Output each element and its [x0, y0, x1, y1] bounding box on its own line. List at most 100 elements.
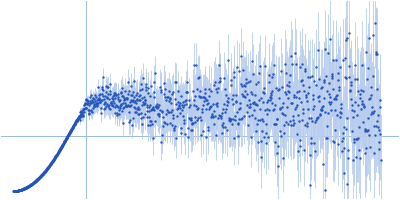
Point [18, 188, 25, 191]
Point [156, 114, 162, 118]
Point [136, 95, 142, 98]
Point [226, 117, 232, 120]
Point [252, 102, 258, 106]
Point [280, 101, 286, 105]
Point [98, 106, 104, 110]
Point [248, 136, 254, 139]
Point [110, 104, 117, 108]
Point [141, 102, 147, 105]
Point [38, 173, 45, 177]
Point [94, 86, 101, 89]
Point [373, 51, 379, 54]
Point [62, 139, 68, 143]
Point [41, 170, 48, 174]
Point [317, 112, 323, 115]
Point [335, 71, 341, 74]
Point [32, 179, 39, 183]
Point [184, 90, 191, 93]
Point [37, 175, 43, 178]
Point [136, 107, 142, 110]
Point [21, 187, 27, 190]
Point [72, 120, 79, 123]
Point [368, 112, 374, 116]
Point [20, 187, 26, 191]
Point [187, 103, 193, 106]
Point [95, 97, 101, 100]
Point [16, 189, 22, 192]
Point [354, 137, 360, 140]
Point [222, 125, 228, 129]
Point [168, 124, 175, 127]
Point [211, 123, 217, 126]
Point [156, 108, 163, 112]
Point [28, 183, 34, 186]
Point [93, 103, 100, 106]
Point [28, 183, 35, 186]
Point [348, 98, 354, 101]
Point [275, 88, 282, 91]
Point [342, 76, 348, 79]
Point [325, 112, 331, 115]
Point [53, 154, 59, 157]
Point [65, 134, 71, 137]
Point [219, 132, 225, 135]
Point [28, 183, 35, 186]
Point [375, 113, 381, 116]
Point [69, 126, 75, 130]
Point [33, 179, 39, 182]
Point [59, 144, 65, 147]
Point [110, 102, 117, 105]
Point [49, 159, 56, 163]
Point [39, 173, 46, 176]
Point [123, 104, 130, 107]
Point [120, 101, 127, 104]
Point [60, 142, 66, 145]
Point [73, 120, 79, 123]
Point [128, 123, 135, 126]
Point [197, 90, 204, 93]
Point [254, 103, 260, 107]
Point [126, 120, 132, 123]
Point [44, 167, 50, 171]
Point [132, 99, 138, 103]
Point [34, 178, 40, 181]
Point [72, 121, 78, 125]
Point [58, 145, 65, 148]
Point [235, 121, 242, 125]
Point [195, 117, 202, 120]
Point [328, 101, 334, 104]
Point [170, 113, 176, 116]
Point [247, 105, 254, 109]
Point [279, 112, 285, 115]
Point [251, 93, 258, 96]
Point [53, 154, 60, 157]
Point [242, 84, 249, 87]
Point [86, 104, 92, 107]
Point [199, 111, 205, 114]
Point [109, 95, 116, 98]
Point [76, 115, 82, 118]
Point [272, 103, 278, 107]
Point [55, 151, 62, 154]
Point [92, 99, 98, 102]
Point [224, 99, 230, 102]
Point [40, 172, 46, 175]
Point [164, 109, 170, 112]
Point [186, 116, 192, 119]
Point [203, 108, 209, 111]
Point [314, 115, 321, 119]
Point [284, 123, 291, 126]
Point [52, 155, 59, 158]
Point [282, 91, 288, 94]
Point [126, 110, 133, 114]
Point [295, 113, 301, 116]
Point [200, 100, 207, 103]
Point [311, 142, 317, 145]
Point [42, 169, 49, 172]
Point [272, 140, 278, 144]
Point [138, 116, 144, 120]
Point [161, 93, 168, 96]
Point [57, 147, 64, 150]
Point [209, 112, 216, 115]
Point [221, 77, 228, 80]
